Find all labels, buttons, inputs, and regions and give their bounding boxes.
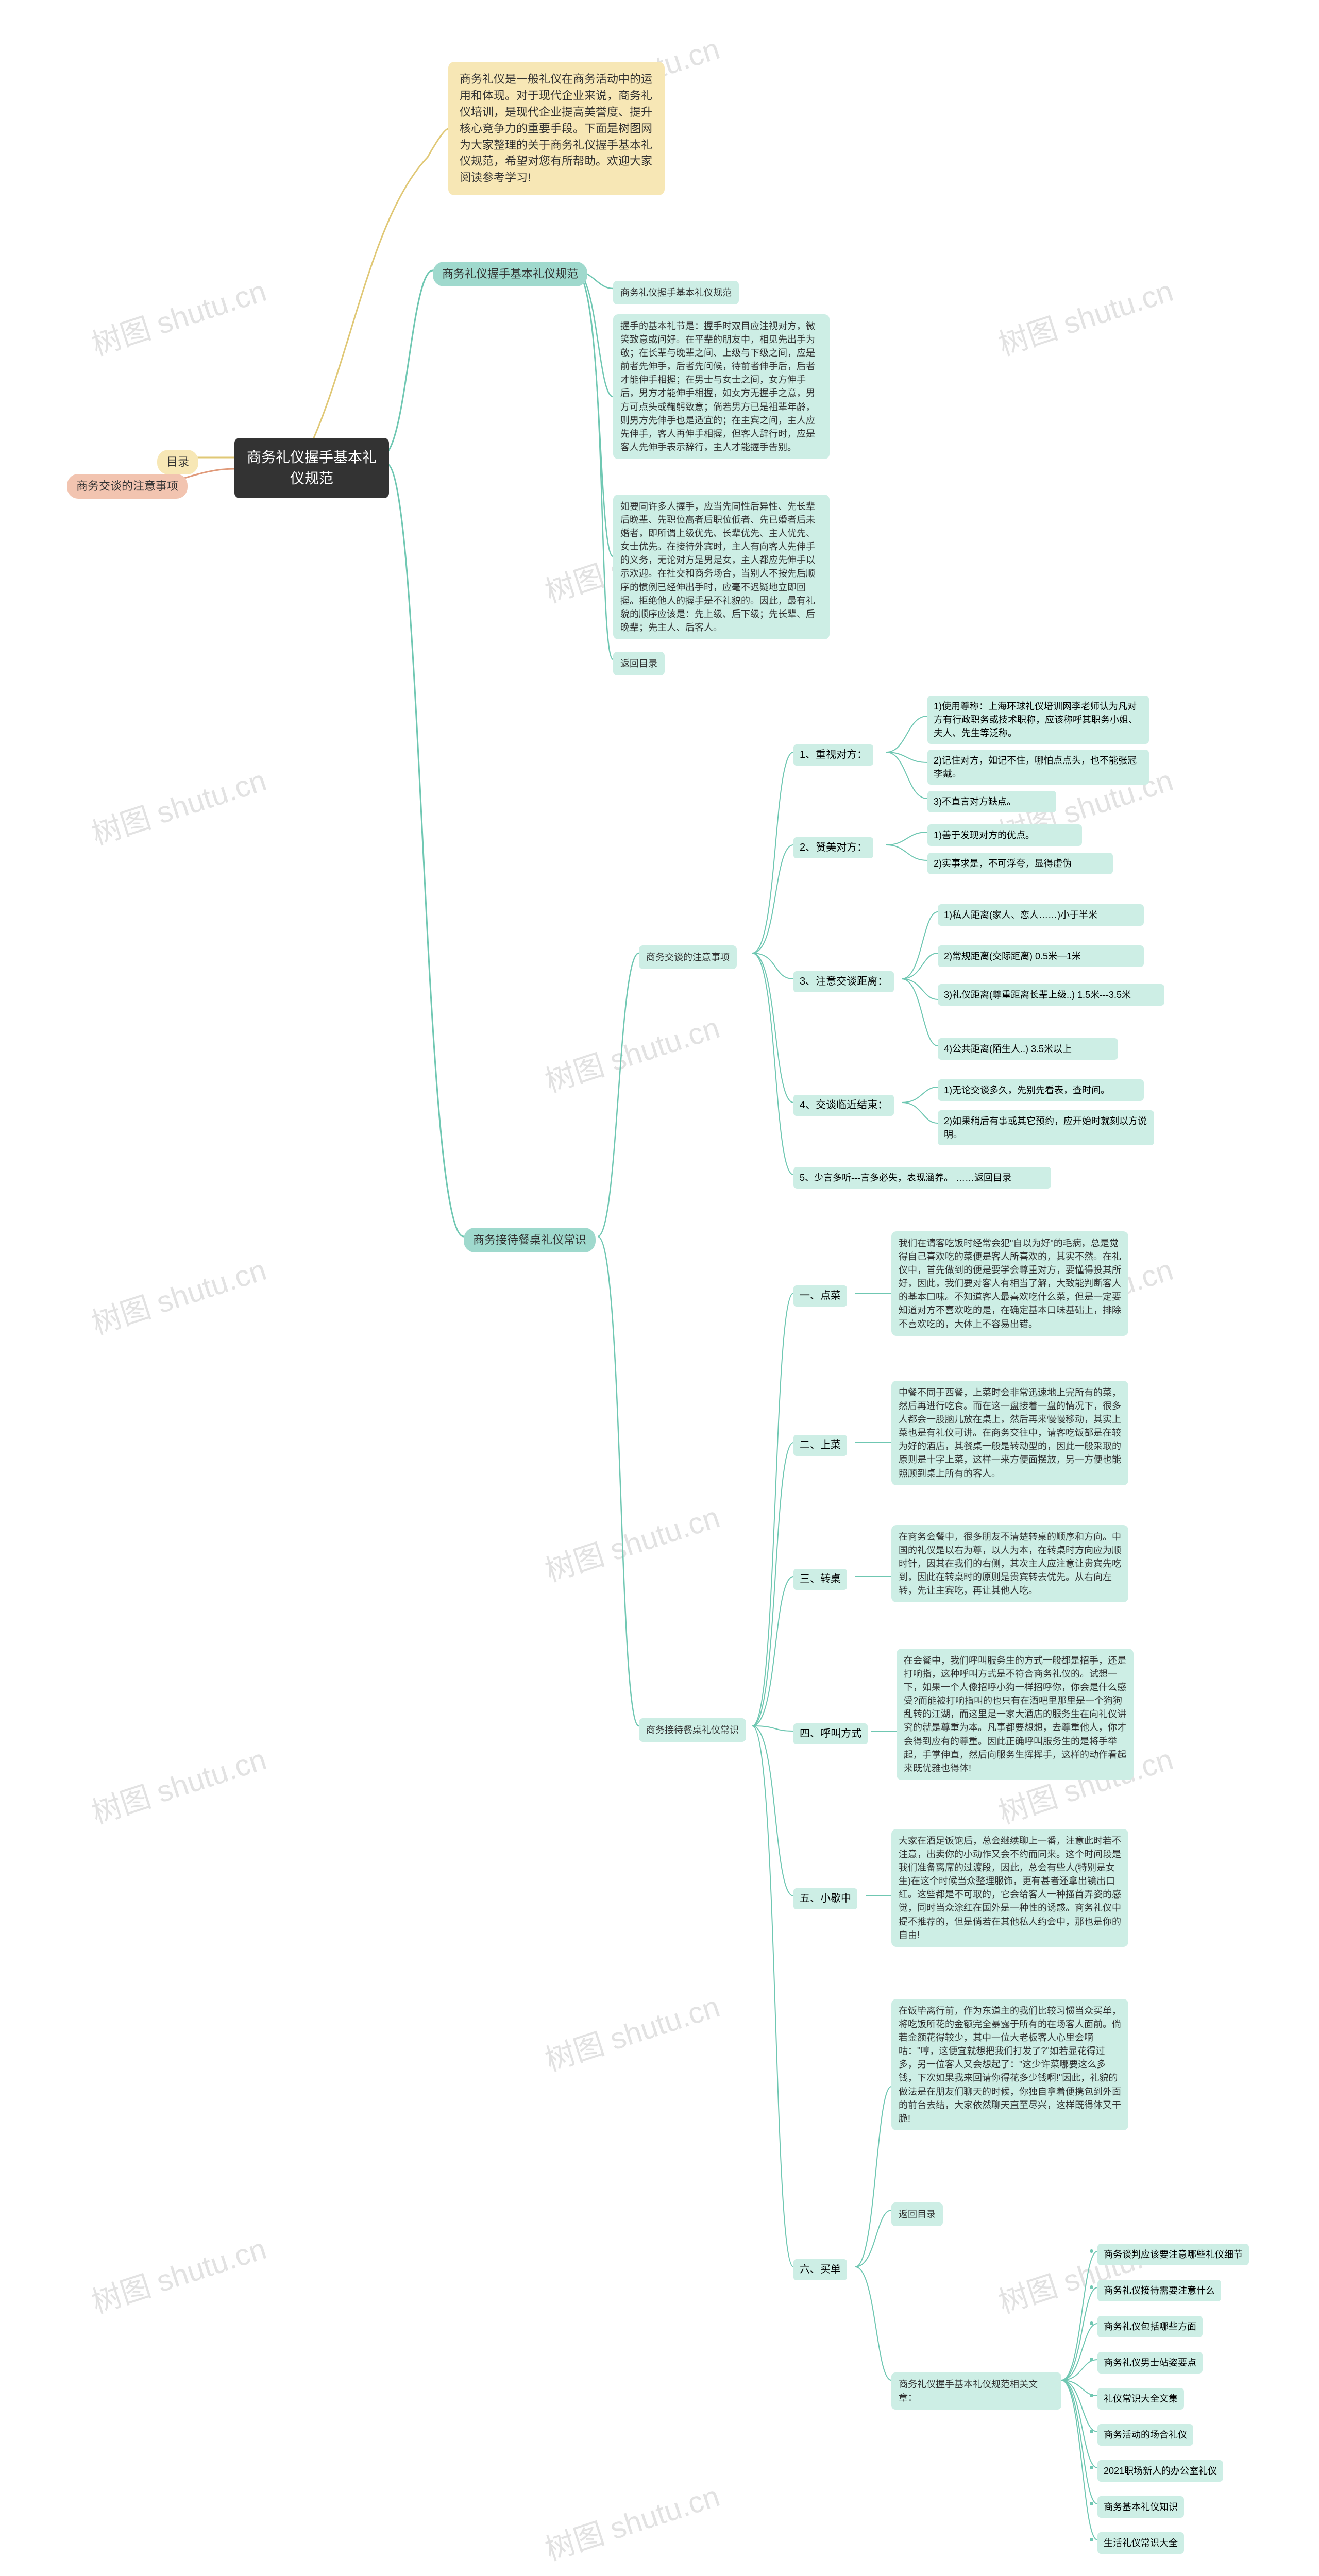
bullet-icon: [1090, 2394, 1093, 2397]
branch1-sub: 商务礼仪握手基本礼仪规范: [613, 281, 739, 304]
related-item-6: 2021职场新人的办公室礼仪: [1097, 2460, 1223, 2482]
related-item-3: 商务礼仪男士站姿要点: [1097, 2352, 1203, 2374]
b3-s2-text: 中餐不同于西餐，上菜时会非常迅速地上完所有的菜，然后再进行吃食。而在这一盘接着一…: [891, 1381, 1128, 1485]
watermark: 树图 shutu.cn: [992, 2225, 1178, 2321]
b3-s1-label: 一、点菜: [793, 1285, 847, 1307]
watermark: 树图 shutu.cn: [992, 267, 1178, 364]
watermark: 树图 shutu.cn: [86, 756, 271, 853]
bullet-icon: [1090, 2538, 1093, 2541]
bullet-icon: [1090, 2249, 1093, 2253]
watermark: 树图 shutu.cn: [86, 267, 271, 364]
branch3-sub: 商务接待餐桌礼仪常识: [639, 1718, 746, 1742]
b3-s4-text: 在会餐中，我们呼叫服务生的方式一般都是招手，还是打响指，这种呼叫方式是不符合商务…: [897, 1649, 1134, 1780]
b2-item1-b: 2)记住对方，如记不住，哪怕点点头，也不能张冠李戴。: [927, 750, 1149, 785]
b3-s5-label: 五、小歇中: [793, 1888, 857, 1909]
watermark: 树图 shutu.cn: [539, 2472, 724, 2569]
related-item-1: 商务礼仪接待需要注意什么: [1097, 2280, 1221, 2301]
watermark: 树图 shutu.cn: [86, 1735, 271, 1832]
branch1-back: 返回目录: [613, 652, 665, 675]
b3-s6-text: 在饭毕离行前，作为东道主的我们比较习惯当众买单，将吃饭所花的金额完全暴露于所有的…: [891, 1999, 1128, 2130]
b3-s4-label: 四、呼叫方式: [793, 1723, 868, 1744]
b3-s6-label: 六、买单: [793, 2259, 847, 2280]
intro-box: 商务礼仪是一般礼仪在商务活动中的运用和体现。对于现代企业来说，商务礼仪培训，是现…: [448, 62, 665, 195]
b2-item1-c: 3)不直言对方缺点。: [927, 791, 1056, 812]
branch1-title: 商务礼仪握手基本礼仪规范: [433, 262, 587, 286]
related-item-4: 礼仪常识大全文集: [1097, 2388, 1184, 2410]
bullet-icon: [1090, 2502, 1093, 2505]
b2-item4-b: 2)如果稍后有事或其它预约，应开始时就刻以方说明。: [938, 1110, 1154, 1145]
notice-pill: 商务交谈的注意事项: [67, 474, 188, 499]
branch2-title: 商务接待餐桌礼仪常识: [464, 1228, 596, 1252]
bullet-icon: [1090, 2430, 1093, 2433]
bullet-icon: [1090, 2285, 1093, 2289]
bullet-icon: [1090, 2466, 1093, 2469]
branch2-sub: 商务交谈的注意事项: [639, 945, 737, 969]
branch1-p1: 握手的基本礼节是：握手时双目应注视对方，微笑致意或问好。在平辈的朋友中，相见先出…: [613, 314, 830, 459]
b2-item4-a: 1)无论交谈多久，先别先看表，查时间。: [938, 1079, 1144, 1101]
b2-item1: 1、重视对方：: [793, 744, 873, 766]
b3-s3-text: 在商务会餐中，很多朋友不清楚转桌的顺序和方向。中国的礼仪是以右为尊，以人为本，在…: [891, 1525, 1128, 1602]
related-label: 商务礼仪握手基本礼仪规范相关文章：: [891, 2372, 1061, 2410]
b2-item4: 4、交谈临近结束：: [793, 1095, 894, 1116]
b2-item2-b: 2)实事求是，不可浮夸，显得虚伪: [927, 853, 1113, 874]
related-item-7: 商务基本礼仪知识: [1097, 2496, 1184, 2518]
b2-item5: 5、少言多听---言多必失，表现涵养。 ……返回目录: [793, 1167, 1051, 1189]
b2-item3: 3、注意交谈距离：: [793, 971, 894, 992]
bullet-icon: [1090, 2358, 1093, 2361]
watermark: 树图 shutu.cn: [539, 1004, 724, 1100]
b2-item2: 2、赞美对方：: [793, 837, 873, 858]
b2-item3-b: 2)常规距离(交际距离) 0.5米—1米: [938, 945, 1144, 967]
b2-item3-d: 4)公共距离(陌生人..) 3.5米以上: [938, 1038, 1118, 1060]
b3-s6-back: 返回目录: [891, 2202, 943, 2226]
related-item-2: 商务礼仪包括哪些方面: [1097, 2316, 1203, 2337]
related-item-5: 商务活动的场合礼仪: [1097, 2424, 1193, 2446]
b2-item3-c: 3)礼仪距离(尊重距离长辈上级..) 1.5米---3.5米: [938, 984, 1164, 1006]
b3-s1-text: 我们在请客吃饭时经常会犯"自以为好"的毛病，总是觉得自己喜欢吃的菜便是客人所喜欢…: [891, 1231, 1128, 1336]
center-node: 商务礼仪握手基本礼仪规范: [234, 438, 389, 498]
branch1-p2: 如要同许多人握手，应当先同性后异性、先长辈后晚辈、先职位高者后职位低者、先已婚者…: [613, 495, 830, 639]
b2-item3-a: 1)私人距离(家人、恋人……)小于半米: [938, 904, 1144, 926]
toc-pill: 目录: [157, 450, 198, 474]
b3-s2-label: 二、上菜: [793, 1435, 847, 1456]
watermark: 树图 shutu.cn: [86, 1246, 271, 1343]
b3-s5-text: 大家在酒足饭饱后，总会继续聊上一番，注意此时若不注意，出卖你的小动作又会不约而同…: [891, 1829, 1128, 1947]
related-item-8: 生活礼仪常识大全: [1097, 2532, 1184, 2554]
related-item-0: 商务谈判应该要注意哪些礼仪细节: [1097, 2244, 1249, 2265]
b2-item1-a: 1)使用尊称：上海环球礼仪培训网李老师认为凡对方有行政职务或技术职称，应该称呼其…: [927, 696, 1149, 744]
watermark: 树图 shutu.cn: [86, 2225, 271, 2321]
b3-s3-label: 三、转桌: [793, 1569, 847, 1590]
watermark: 树图 shutu.cn: [539, 1982, 724, 2079]
b2-item2-a: 1)善于发现对方的优点。: [927, 824, 1082, 846]
bullet-icon: [1090, 2321, 1093, 2325]
watermark: 树图 shutu.cn: [539, 1493, 724, 1590]
